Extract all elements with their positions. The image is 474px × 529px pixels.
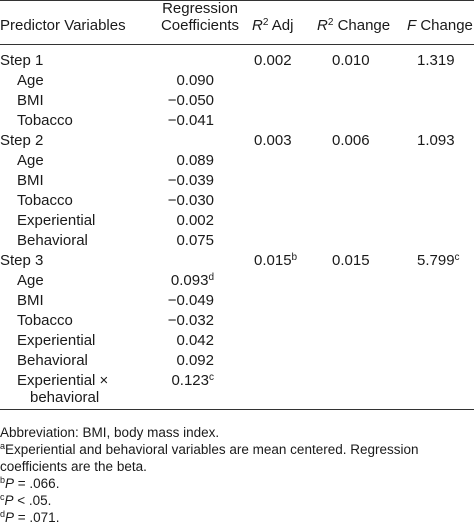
row-label: Experiential (17, 212, 96, 229)
footnote-text: Experiential and behavioral variables ar… (0, 442, 419, 474)
header-r2-adj: R2 Adj (252, 17, 293, 35)
footnote-marker: c (0, 492, 5, 502)
row-label: Behavioral (17, 352, 88, 369)
row-r2-adj: 0.002 (254, 52, 292, 69)
footnote-d: dP = .071. (0, 509, 470, 526)
footnote-marker: b (0, 475, 6, 485)
row-label: Step 2 (0, 132, 44, 149)
row-label: Age (17, 152, 44, 169)
row-label: BMI (17, 92, 44, 109)
row-label: Tobacco (17, 192, 73, 209)
row-f-change: 1.319 (417, 52, 455, 69)
abbreviation-note: Abbreviation: BMI, body mass index. (0, 425, 220, 440)
row-label: Tobacco (17, 312, 73, 329)
p-symbol: P (4, 493, 14, 508)
table-bottom-rule (0, 409, 474, 410)
header-r2-change: R2 Change (317, 17, 390, 35)
footnote-marker: d (0, 509, 6, 519)
footnote-a: aExperiential and behavioral variables a… (0, 441, 470, 475)
row-coefficient: 0.090 (176, 72, 214, 89)
p-symbol: P (5, 476, 15, 491)
row-coefficient: 0.075 (176, 232, 214, 249)
row-coefficient: 0.093d (170, 272, 214, 289)
row-coefficient: −0.050 (167, 92, 214, 109)
footnote-b: bP = .066. (0, 475, 470, 492)
header-r2-change-text: Change (333, 17, 391, 34)
row-label: Experiential (17, 332, 96, 349)
row-r2-change: 0.010 (332, 52, 370, 69)
row-f-change: 5.799c (417, 252, 460, 269)
footnote-marker: a (0, 441, 6, 451)
row-label: Behavioral (17, 232, 88, 249)
footnote-c: cP < .05. (0, 492, 470, 509)
row-coefficient: 0.089 (176, 152, 214, 169)
row-r2-change: 0.006 (332, 132, 370, 149)
header-r2-adj-text: Adj (268, 17, 294, 34)
squared-superscript: 2 (262, 17, 269, 28)
r-symbol: R (317, 17, 328, 34)
row-coefficient: 0.092 (176, 352, 214, 369)
row-r2-adj: 0.015b (254, 252, 298, 269)
header-predictor-variables: Predictor Variables (0, 17, 126, 34)
header-regression-line1: Regression (162, 0, 238, 17)
row-label: Age (17, 272, 44, 289)
row-r2-adj: 0.003 (254, 132, 292, 149)
row-coefficient: −0.041 (167, 112, 214, 129)
row-label: Age (17, 72, 44, 89)
footnote-text: < .05. (13, 493, 52, 508)
row-label: BMI (17, 172, 44, 189)
row-coefficient: −0.039 (167, 172, 214, 189)
row-label-continuation: behavioral (30, 389, 100, 406)
row-coefficient: 0.042 (176, 332, 214, 349)
row-label: BMI (17, 292, 44, 309)
row-label: Step 3 (0, 252, 44, 269)
footnote-text: = .066. (14, 476, 60, 491)
row-label: Experiential × (17, 372, 109, 389)
r-symbol: R (252, 17, 263, 34)
header-f-change: F Change (407, 17, 473, 35)
footnote-text: = .071. (14, 510, 60, 525)
header-bottom-rule (0, 44, 474, 45)
row-label: Step 1 (0, 52, 44, 69)
squared-superscript: 2 (327, 17, 334, 28)
header-regression-line2: Coefficients (160, 17, 240, 34)
row-r2-change: 0.015 (332, 252, 370, 269)
row-coefficient: −0.032 (167, 312, 214, 329)
p-symbol: P (5, 510, 15, 525)
row-coefficient: −0.049 (167, 292, 214, 309)
row-coefficient: 0.123c (171, 372, 214, 389)
row-coefficient: 0.002 (176, 212, 214, 229)
row-label: Tobacco (17, 112, 73, 129)
f-symbol: F (407, 17, 417, 34)
table-top-rule (0, 0, 474, 1)
row-f-change: 1.093 (417, 132, 455, 149)
row-coefficient: −0.030 (167, 192, 214, 209)
header-f-change-text: Change (416, 17, 473, 34)
